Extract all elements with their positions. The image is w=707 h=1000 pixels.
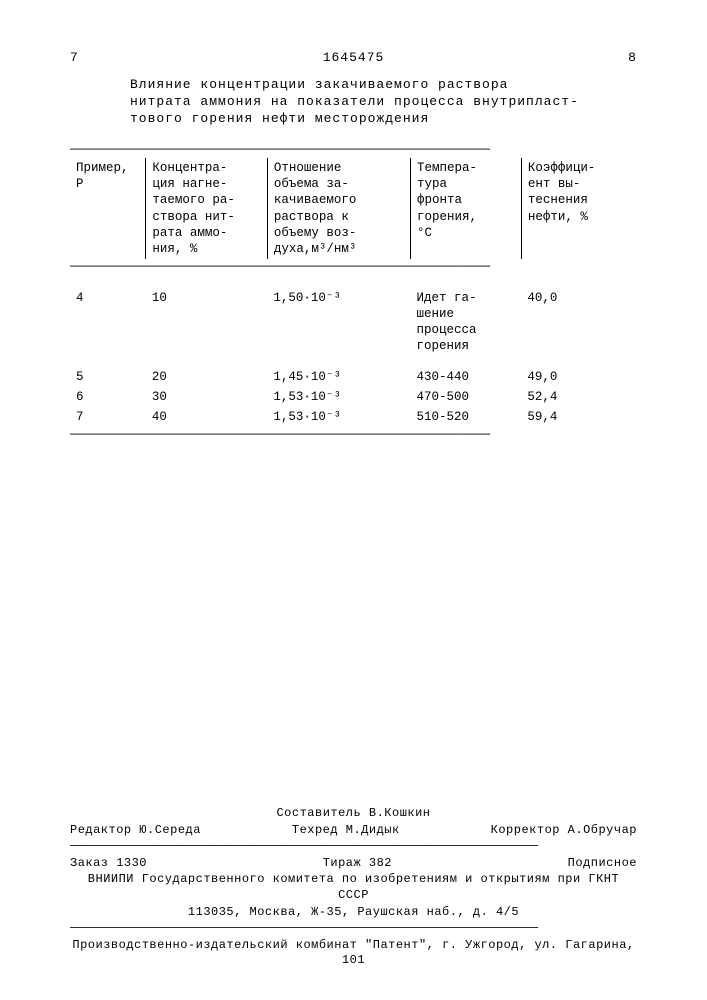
table-row: 6 30 1,53·10⁻³ 470-500 52,4 [70, 387, 637, 407]
order-row: Заказ 1330 Тираж 382 Подписное [70, 856, 637, 872]
page-header: 7 1645475 8 [70, 50, 637, 67]
cell-conc: 40 [146, 407, 268, 427]
cell-example: 4 [70, 288, 146, 357]
table-row: 4 10 1,50·10⁻³ Идет га- шение процесса г… [70, 288, 637, 357]
cell-temp: 470-500 [411, 387, 522, 407]
vniipi-2: 113035, Москва, Ж-35, Раушская наб., д. … [70, 905, 637, 921]
table-rule-top: ────────────────────────────────────────… [70, 142, 637, 158]
page-num-left: 7 [70, 50, 79, 67]
table-row: 5 20 1,45·10⁻³ 430-440 49,0 [70, 367, 637, 387]
printer: Производственно-издательский комбинат "П… [70, 938, 637, 969]
cell-temp: 510-520 [411, 407, 522, 427]
order: Заказ 1330 [70, 856, 147, 872]
cell-example: 7 [70, 407, 146, 427]
subscribe: Подписное [568, 856, 637, 872]
cell-example: 5 [70, 367, 146, 387]
table-row: 7 40 1,53·10⁻³ 510-520 59,4 [70, 407, 637, 427]
title-line-1: Влияние концентрации закачиваемого раств… [130, 77, 637, 94]
cell-coef: 59,4 [521, 407, 637, 427]
cell-coef: 49,0 [521, 367, 637, 387]
techred: Техред М.Дидык [292, 823, 400, 839]
cell-ratio: 1,53·10⁻³ [267, 407, 410, 427]
corrector: Корректор А.Обручар [491, 823, 637, 839]
title-line-3: тового горения нефти месторождения [130, 111, 637, 128]
cell-coef: 40,0 [521, 288, 637, 357]
tirazh: Тираж 382 [323, 856, 392, 872]
page-num-right: 8 [628, 50, 637, 67]
cell-ratio: 1,50·10⁻³ [267, 288, 410, 357]
cell-example: 6 [70, 387, 146, 407]
footer: Составитель В.Кошкин Редактор Ю.Середа Т… [70, 805, 637, 970]
col-header-concentration: Концентра- ция нагне- таемого ра- створа… [146, 158, 268, 260]
cell-conc: 20 [146, 367, 268, 387]
table-rule-mid: ────────────────────────────────────────… [70, 259, 637, 275]
footer-rule-2: ────────────────────────────────────────… [70, 921, 637, 937]
title-line-2: нитрата аммония на показатели процесса в… [130, 94, 637, 111]
data-table: ────────────────────────────────────────… [70, 142, 637, 444]
cell-temp: Идет га- шение процесса горения [411, 288, 522, 357]
vniipi-1: ВНИИПИ Государственного комитета по изоб… [70, 872, 637, 903]
editor: Редактор Ю.Середа [70, 823, 201, 839]
col-header-example: Пример, Р [70, 158, 146, 260]
cell-temp: 430-440 [411, 367, 522, 387]
footer-rule-1: ────────────────────────────────────────… [70, 839, 637, 855]
compiler-line: Составитель В.Кошкин [70, 806, 637, 822]
cell-ratio: 1,53·10⁻³ [267, 387, 410, 407]
table-rule-bottom: ────────────────────────────────────────… [70, 427, 637, 443]
table-header-row: Пример, Р Концентра- ция нагне- таемого … [70, 158, 637, 260]
col-header-temperature: Темпера- тура фронта горения, °С [411, 158, 522, 260]
editor-row: Редактор Ю.Середа Техред М.Дидык Коррект… [70, 823, 637, 839]
cell-coef: 52,4 [521, 387, 637, 407]
col-header-coefficient: Коэффици- ент вы- теснения нефти, % [521, 158, 637, 260]
doc-number: 1645475 [323, 50, 385, 67]
cell-conc: 10 [146, 288, 268, 357]
col-header-ratio: Отношение объема за- качиваемого раствор… [267, 158, 410, 260]
cell-conc: 30 [146, 387, 268, 407]
cell-ratio: 1,45·10⁻³ [267, 367, 410, 387]
table-title: Влияние концентрации закачиваемого раств… [130, 77, 637, 128]
